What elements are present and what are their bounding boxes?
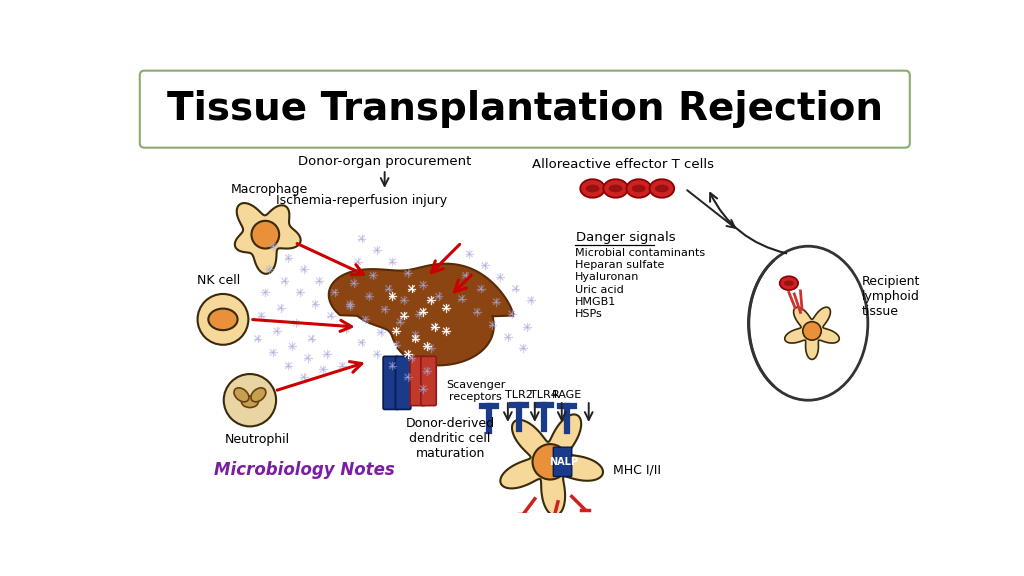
FancyBboxPatch shape	[410, 357, 425, 406]
Text: Recipient
lymphoid
tissue: Recipient lymphoid tissue	[862, 275, 921, 318]
Text: Ischemia-reperfusion injury: Ischemia-reperfusion injury	[276, 194, 447, 207]
Circle shape	[532, 444, 568, 480]
Text: RAGE: RAGE	[552, 390, 583, 400]
Ellipse shape	[251, 388, 266, 402]
Text: Donor-derived
dendritic cell
maturation: Donor-derived dendritic cell maturation	[406, 417, 495, 460]
FancyBboxPatch shape	[383, 357, 398, 410]
Text: Scavenger
receptors: Scavenger receptors	[445, 380, 505, 402]
Text: NK cell: NK cell	[198, 274, 241, 287]
Ellipse shape	[627, 179, 651, 198]
Ellipse shape	[784, 281, 794, 286]
Circle shape	[198, 294, 249, 345]
Text: Donor-organ procurement: Donor-organ procurement	[298, 156, 471, 168]
Text: Heparan sulfate: Heparan sulfate	[574, 260, 665, 270]
FancyBboxPatch shape	[421, 357, 436, 406]
Polygon shape	[501, 414, 603, 516]
FancyBboxPatch shape	[395, 357, 411, 410]
Text: HMGB1: HMGB1	[574, 297, 616, 307]
Text: Uric acid: Uric acid	[574, 285, 624, 295]
Ellipse shape	[779, 276, 798, 290]
Text: Alloreactive effector T cells: Alloreactive effector T cells	[532, 158, 715, 170]
Ellipse shape	[242, 396, 258, 408]
Ellipse shape	[586, 185, 599, 192]
Ellipse shape	[233, 388, 249, 402]
FancyArrowPatch shape	[710, 193, 786, 253]
Text: Microbial contaminants: Microbial contaminants	[574, 248, 705, 258]
Text: Danger signals: Danger signals	[575, 231, 675, 244]
Ellipse shape	[632, 185, 646, 192]
Text: TLR4: TLR4	[530, 390, 558, 400]
Ellipse shape	[749, 246, 867, 400]
Text: NALP: NALP	[550, 457, 579, 467]
Polygon shape	[784, 307, 840, 359]
Polygon shape	[329, 264, 514, 365]
FancyBboxPatch shape	[140, 71, 909, 147]
Circle shape	[223, 374, 276, 426]
Ellipse shape	[603, 179, 628, 198]
Circle shape	[803, 321, 821, 340]
Text: TLR2: TLR2	[506, 390, 534, 400]
Ellipse shape	[581, 179, 605, 198]
Ellipse shape	[655, 185, 669, 192]
Polygon shape	[234, 203, 301, 274]
Ellipse shape	[208, 309, 238, 330]
Text: Neutrophil: Neutrophil	[225, 433, 290, 446]
Ellipse shape	[608, 185, 623, 192]
Text: MHC I/II: MHC I/II	[613, 463, 662, 476]
Text: Macrophage: Macrophage	[230, 183, 308, 196]
FancyBboxPatch shape	[553, 447, 571, 476]
Ellipse shape	[649, 179, 674, 198]
Text: Hyaluronan: Hyaluronan	[574, 272, 639, 282]
Text: Tissue Transplantation Rejection: Tissue Transplantation Rejection	[167, 90, 883, 128]
Text: HSPs: HSPs	[574, 309, 602, 319]
Circle shape	[252, 221, 280, 248]
Text: Microbiology Notes: Microbiology Notes	[214, 461, 394, 479]
